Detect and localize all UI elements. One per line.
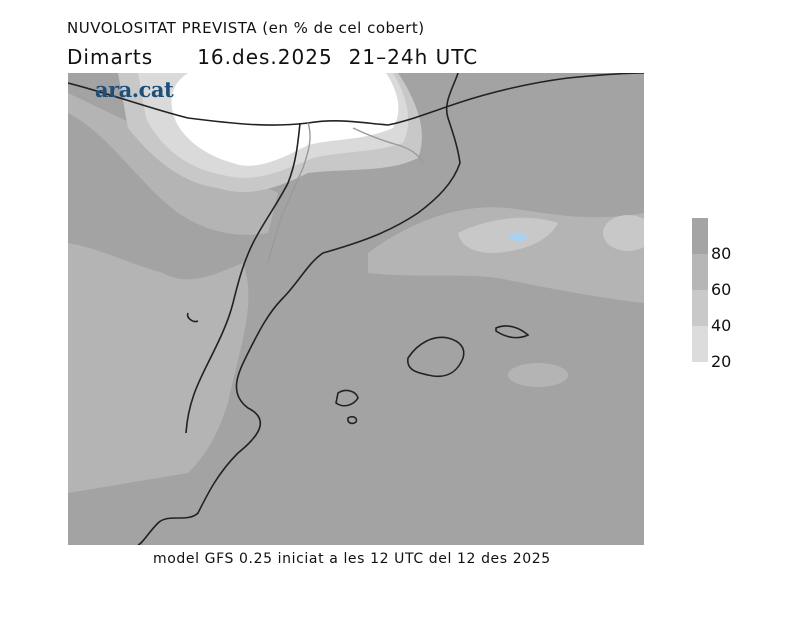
legend-swatch-20 [692,326,708,362]
cloud-zone-south-light [508,363,568,387]
legend-swatch-80 [692,218,708,254]
forecast-day: Dimarts [67,45,154,69]
cloud-zone-west [68,243,249,493]
legend-label-20: 20 [711,352,732,371]
model-info: model GFS 0.25 iniciat a les 12 UTC del … [153,551,551,567]
coastline-ibiza [335,389,359,407]
border-andorra [186,312,199,323]
cloud-zone-sea-band [368,207,644,303]
coastline-formentera [347,415,358,425]
forecast-date: 16.des.2025 [197,45,333,69]
cloud-cover-legend: 80 60 40 20 [692,218,752,371]
coastline-minorca [495,325,530,339]
border-aragon [185,122,301,434]
cloud-highlight-spot [509,233,527,241]
cloud-cover-map [68,73,644,545]
coastline-majorca [407,336,465,378]
forecast-datetime: Dimarts 16.des.2025 21–24h UTC [67,45,478,69]
map-title: NUVOLOSITAT PREVISTA (en % de cel cobert… [67,19,425,37]
legend-swatch-60 [692,254,708,290]
coastline-mainland [137,73,461,545]
cloud-zone-sea-band-light [458,217,558,253]
legend-label-40: 40 [711,316,732,335]
legend-swatch-40 [692,290,708,326]
legend-label-60: 60 [711,280,732,299]
brand-logo: ara.cat [95,77,174,102]
forecast-time-range: 21–24h UTC [348,45,479,69]
border-france [68,73,644,126]
cloud-zone-east-light [603,215,644,251]
border-catalonia [267,122,311,264]
border-andorra-region [352,127,424,164]
clear-sky-region [171,73,399,166]
legend-label-80: 80 [711,244,732,263]
